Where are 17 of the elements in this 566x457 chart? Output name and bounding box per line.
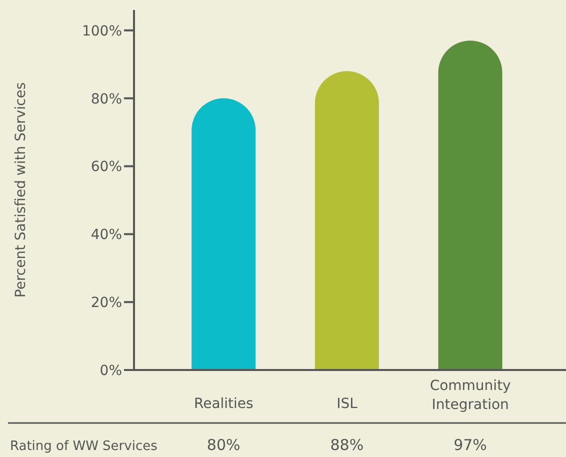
x-tick-label: Realities xyxy=(194,396,254,412)
x-tick-label: ISL xyxy=(336,396,358,412)
text: Rating of WW Services xyxy=(10,439,158,454)
y-tick-label: 100% xyxy=(82,23,122,40)
bar xyxy=(438,40,502,370)
y-tick-label: 80% xyxy=(90,91,122,108)
bar xyxy=(192,98,256,370)
y-tick-label: 60% xyxy=(90,159,122,176)
y-tick-label: 40% xyxy=(90,227,122,244)
bar xyxy=(314,71,379,370)
y-axis-title: Percent Satisfied with Services xyxy=(12,82,29,298)
data-label: 97% xyxy=(454,436,487,454)
y-tick-label: 0% xyxy=(100,362,122,379)
y-tick-label: 20% xyxy=(90,295,122,312)
data-label: 80% xyxy=(206,436,240,454)
data-label: 88% xyxy=(330,436,364,454)
x-tick-label: Community Integration xyxy=(430,378,511,413)
